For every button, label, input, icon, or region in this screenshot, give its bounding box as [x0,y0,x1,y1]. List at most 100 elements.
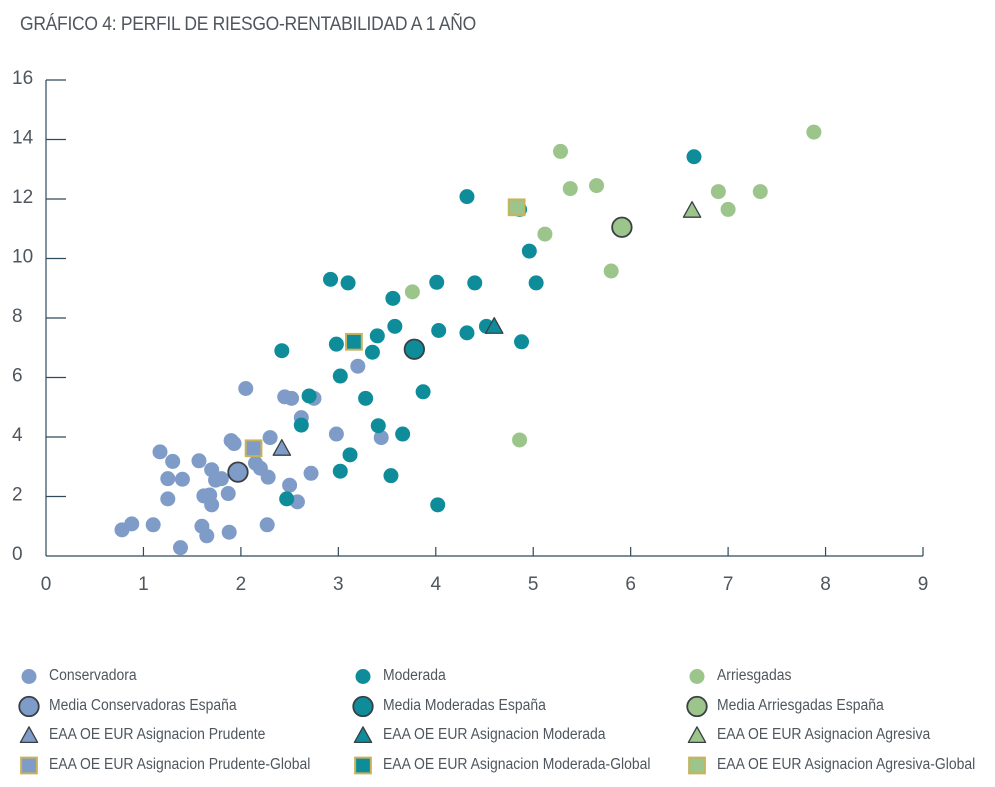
point-arriesgadas [710,184,726,200]
point-moderada [274,343,290,359]
point-moderada [369,328,385,344]
point-conservadora [220,486,236,502]
point-conservadora [160,471,176,487]
x-tick-label: 3 [333,574,344,595]
point-eaa-oe-eur-asignacion-moderada [484,317,504,334]
point-moderada [279,491,295,507]
point-conservadora [328,426,344,442]
legend-item: Media Conservadoras España [18,693,258,719]
legend-label: Arriesgadas [717,667,792,684]
y-tick-label: 2 [12,485,23,506]
point-eaa-oe-eur-asignacion-moderada-global [345,332,363,351]
point-arriesgadas [603,263,619,279]
y-tick-label: 16 [12,68,33,89]
legend-marker-icon [687,726,707,744]
point-conservadora [238,381,254,397]
point-eaa-oe-eur-asignacion-prudente-global [244,439,263,458]
point-conservadora [124,516,140,532]
point-moderada [459,189,475,205]
legend-label: EAA OE EUR Asignacion Agresiva-Global [717,755,976,773]
legend-marker-icon [19,726,39,744]
legend-item: Media Arriesgadas España [686,693,902,719]
point-moderada [415,384,431,400]
point-eaa-oe-eur-asignacion-agresiva [682,201,702,218]
point-moderada [370,418,386,434]
point-conservadora [213,471,229,487]
point-moderada [364,344,380,360]
point-arriesgadas [806,124,822,140]
legend-label: Moderada [383,667,446,684]
point-moderada [383,468,399,484]
point-moderada [328,336,344,352]
point-conservadora [174,471,190,487]
legend-marker-icon [352,695,374,717]
legend-item: EAA OE EUR Asignacion Moderada-Global [352,752,680,778]
point-conservadora [172,540,188,556]
point-moderada [301,388,317,404]
point-moderada [395,426,411,442]
legend-marker [18,695,40,717]
point-moderada [332,368,348,384]
point-moderada [340,275,356,291]
point-conservadora [145,517,161,533]
legend-marker [20,756,38,774]
point-conservadora [165,453,181,469]
x-tick-label: 9 [918,574,929,595]
legend: Conservadora Moderada Arriesgadas Media Con… [0,663,995,787]
point-moderada [459,325,475,341]
point-arriesgadas [562,181,578,197]
point-moderada [358,390,374,406]
legend-item: Arriesgadas [686,663,800,689]
legend-marker-icon [355,669,371,684]
point-moderada [431,322,447,338]
legend-label: EAA OE EUR Asignacion Moderada-Global [383,755,651,773]
point-moderada [430,497,446,513]
point-conservadora [284,390,300,406]
y-tick-label: 14 [12,128,34,149]
legend-marker [689,669,705,684]
legend-marker-icon [688,756,706,774]
point-arriesgadas [553,143,569,159]
legend-marker-icon [354,756,372,774]
legend-item: EAA OE EUR Asignacion Prudente [18,722,289,748]
point-media-arriesgadas-espana [611,216,633,238]
legend-item: EAA OE EUR Asignacion Agresiva [686,722,954,748]
point-arriesgadas [589,178,605,194]
legend-marker [353,726,373,744]
legend-label: Media Arriesgadas España [717,696,884,714]
data-marks [114,124,822,556]
point-conservadora [204,497,220,513]
x-tick-label: 8 [820,574,831,595]
legend-item: EAA OE EUR Asignacion Moderada [352,722,630,748]
point-moderada [528,275,544,291]
legend-marker [19,726,39,744]
legend-marker-icon [21,669,37,684]
legend-marker-icon [353,726,373,744]
legend-marker [355,669,371,684]
legend-label: EAA OE EUR Asignacion Prudente [49,726,266,743]
x-tick-label: 1 [138,574,149,595]
point-moderada [429,274,445,290]
point-moderada [342,447,358,463]
point-arriesgadas [537,226,553,242]
y-tick-label: 0 [12,544,23,565]
point-conservadora [259,517,275,533]
legend-marker-icon [20,756,38,774]
point-conservadora [282,477,298,493]
point-arriesgadas [404,284,420,300]
point-conservadora [260,469,276,485]
point-arriesgadas [512,432,528,448]
point-moderada [521,243,537,259]
legend-label: Media Conservadoras España [49,696,237,714]
legend-marker [352,695,374,717]
point-moderada [323,271,339,287]
legend-label: Conservadora [49,667,137,684]
point-media-moderadas-espana [403,338,425,360]
legend-item: EAA OE EUR Asignacion Agresiva-Global [686,752,995,778]
point-moderada [467,275,483,291]
chart-title: GRÁFICO 4: PERFIL DE RIESGO-RENTABILIDAD… [20,14,476,35]
point-moderada [385,290,401,306]
point-media-conservadoras-espana [227,461,249,483]
point-moderada [387,318,403,334]
